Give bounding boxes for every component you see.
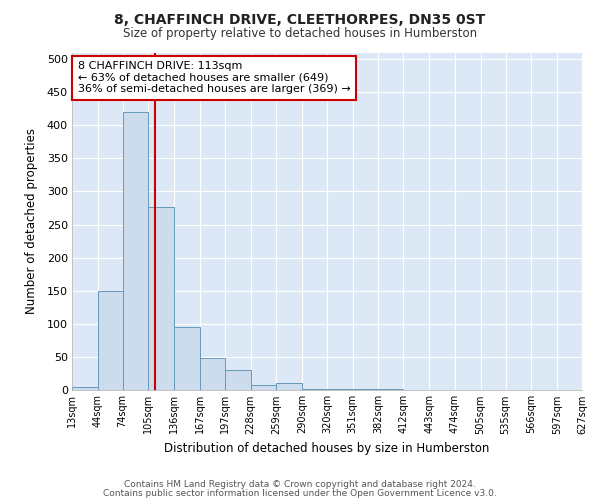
Text: Contains public sector information licensed under the Open Government Licence v3: Contains public sector information licen… <box>103 488 497 498</box>
Y-axis label: Number of detached properties: Number of detached properties <box>25 128 38 314</box>
Bar <box>277 384 302 390</box>
Bar <box>72 386 98 390</box>
Text: 8 CHAFFINCH DRIVE: 113sqm
← 63% of detached houses are smaller (649)
36% of semi: 8 CHAFFINCH DRIVE: 113sqm ← 63% of detac… <box>78 61 350 94</box>
Bar <box>200 358 225 390</box>
Bar <box>98 290 122 390</box>
Bar <box>148 206 174 390</box>
Bar <box>122 112 148 390</box>
Text: Size of property relative to detached houses in Humberston: Size of property relative to detached ho… <box>123 28 477 40</box>
Bar <box>251 384 277 390</box>
Bar <box>174 327 200 390</box>
X-axis label: Distribution of detached houses by size in Humberston: Distribution of detached houses by size … <box>164 442 490 455</box>
Bar <box>379 388 403 390</box>
Text: Contains HM Land Registry data © Crown copyright and database right 2024.: Contains HM Land Registry data © Crown c… <box>124 480 476 489</box>
Bar <box>225 370 251 390</box>
Text: 8, CHAFFINCH DRIVE, CLEETHORPES, DN35 0ST: 8, CHAFFINCH DRIVE, CLEETHORPES, DN35 0S… <box>115 12 485 26</box>
